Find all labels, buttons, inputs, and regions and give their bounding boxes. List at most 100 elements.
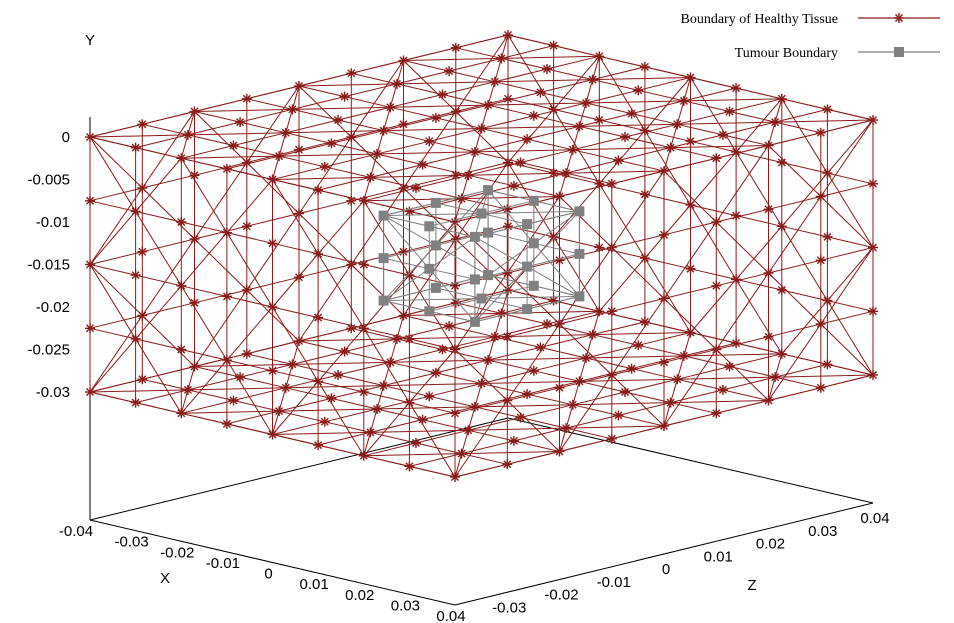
mesh-edge <box>624 378 678 393</box>
mesh-point <box>391 78 402 89</box>
mesh-point <box>659 357 669 368</box>
mesh-point <box>685 327 696 338</box>
mesh-edge <box>317 444 364 457</box>
mesh-point <box>469 274 480 285</box>
mesh-diagonal <box>454 221 508 274</box>
mesh-point <box>763 331 774 342</box>
mesh-edge <box>533 102 587 117</box>
mesh-point <box>489 76 500 87</box>
mesh-diagonal <box>768 121 776 146</box>
mesh-edge <box>285 119 339 134</box>
mesh-point <box>241 285 252 295</box>
mesh-edge <box>351 315 404 329</box>
mesh-point <box>574 291 585 302</box>
mesh-edge <box>781 353 828 365</box>
mesh-edge <box>774 121 821 134</box>
mesh-point <box>424 391 435 402</box>
mesh-diagonal <box>598 183 646 259</box>
mesh-point <box>502 459 513 470</box>
y-tick-label: -0.01 <box>36 214 70 231</box>
mesh-diagonal <box>592 56 600 80</box>
mesh-edge <box>618 159 665 172</box>
mesh-edge <box>526 295 580 310</box>
mesh-point <box>182 129 193 140</box>
mesh-edge <box>194 162 247 176</box>
mesh-point <box>822 359 833 370</box>
mesh-edge <box>546 323 593 336</box>
x-tick-label: -0.03 <box>115 534 149 551</box>
mesh-edge <box>272 179 319 191</box>
mesh-edge <box>317 380 364 393</box>
mesh-point <box>130 270 141 281</box>
mesh-point <box>319 416 330 427</box>
mesh-diagonal <box>488 102 587 106</box>
mesh-point <box>717 129 728 140</box>
mesh-edge <box>494 336 541 348</box>
mesh-point <box>574 121 585 132</box>
mesh-diagonal <box>226 306 273 361</box>
mesh-point <box>822 295 833 306</box>
mesh-point <box>515 412 526 423</box>
mesh-point <box>346 195 357 206</box>
mesh-edge <box>383 257 430 270</box>
mesh-point <box>483 100 494 111</box>
mesh-edge <box>716 145 769 159</box>
mesh-point <box>554 191 565 202</box>
mesh-edge <box>187 121 241 136</box>
mesh-diagonal <box>181 155 280 159</box>
mesh-point <box>535 87 546 98</box>
mesh-edge <box>716 336 769 350</box>
mesh-point <box>776 157 787 168</box>
mesh-diagonal <box>559 247 613 325</box>
mesh-edge <box>481 200 534 214</box>
mesh-diagonal <box>389 83 398 108</box>
mesh-edge <box>135 338 182 350</box>
mesh-diagonal <box>317 253 365 329</box>
mesh-edge <box>501 57 548 70</box>
mesh-diagonal <box>611 298 665 376</box>
mesh-diagonal <box>135 285 182 340</box>
mesh-point <box>776 285 787 295</box>
mesh-edge <box>729 366 776 378</box>
mesh-diagonal <box>775 374 874 378</box>
mesh-point <box>85 387 95 397</box>
mesh-edge <box>565 414 619 429</box>
mesh-edge <box>827 172 874 185</box>
mesh-diagonal <box>565 404 574 429</box>
mesh-edge <box>383 244 437 259</box>
mesh-point <box>463 170 474 181</box>
mesh-diagonal <box>246 213 300 291</box>
mesh-diagonal <box>89 264 143 316</box>
mesh-point <box>228 395 239 406</box>
mesh-diagonal <box>474 404 573 408</box>
mesh-edge <box>233 145 280 157</box>
mesh-diagonal <box>735 151 783 227</box>
mesh-diagonal <box>187 366 195 391</box>
mesh-point <box>868 370 878 380</box>
mesh-edge <box>774 108 828 123</box>
mesh-diagonal <box>298 264 352 342</box>
mesh-point <box>430 240 441 251</box>
mesh-point <box>176 408 187 419</box>
mesh-edge <box>298 136 352 151</box>
mesh-edge <box>246 213 300 227</box>
mesh-point <box>469 316 480 327</box>
mesh-diagonal <box>474 128 482 153</box>
mesh-diagonal <box>383 362 391 386</box>
mesh-diagonal <box>408 402 456 478</box>
mesh-point <box>294 208 304 219</box>
mesh-point <box>548 40 559 51</box>
mesh-point <box>522 219 533 230</box>
mesh-point <box>659 293 669 304</box>
mesh-point <box>672 374 683 385</box>
mesh-edge <box>363 391 410 404</box>
mesh-diagonal <box>429 236 476 270</box>
mesh-edge <box>559 438 612 452</box>
mesh-diagonal <box>89 264 137 340</box>
mesh-edge <box>317 176 371 191</box>
mesh-edge <box>409 210 456 223</box>
mesh-edge <box>631 368 678 380</box>
mesh-edge <box>194 225 247 240</box>
mesh-edge <box>142 123 189 136</box>
